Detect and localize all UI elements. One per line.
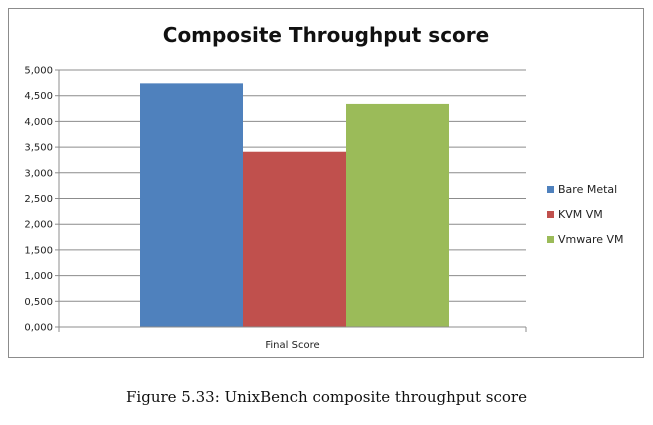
- y-tick-label: 5,000: [24, 66, 53, 77]
- legend-swatch-vmware-vm: [547, 236, 554, 243]
- y-tick-label: 4,500: [24, 91, 53, 102]
- x-category-label: Final Score: [265, 340, 319, 351]
- y-tick-label: 1,500: [24, 245, 53, 256]
- legend-item-bare-metal: Bare Metal: [547, 177, 624, 202]
- plot-area: 0,000 0,500 1,000 1,500 2,000 2,500 3,000 3,500…: [24, 66, 527, 351]
- y-tick-label: 2,500: [24, 194, 53, 205]
- chart-title: Composite Throughput score: [162, 23, 490, 47]
- y-tick-label: 1,000: [24, 271, 53, 282]
- legend-item-vmware-vm: Vmware VM: [547, 227, 624, 252]
- legend-label-kvm-vm: KVM VM: [558, 208, 603, 221]
- y-tick-label: 3,000: [24, 168, 53, 179]
- legend-item-kvm-vm: KVM VM: [547, 202, 624, 227]
- legend-label-vmware-vm: Vmware VM: [558, 233, 624, 246]
- legend-swatch-kvm-vm: [547, 211, 554, 218]
- legend: Bare Metal KVM VM Vmware VM: [547, 177, 624, 252]
- bar-vmware-vm: [346, 103, 449, 327]
- y-tick-label: 0,000: [24, 323, 53, 334]
- y-tick-label: 3,500: [24, 143, 53, 154]
- legend-label-bare-metal: Bare Metal: [558, 183, 618, 196]
- y-tick-label: 0,500: [24, 297, 53, 308]
- bar-bare-metal: [140, 83, 243, 327]
- figure-caption: Figure 5.33: UnixBench composite through…: [126, 388, 527, 406]
- y-tick-label: 4,000: [24, 117, 53, 128]
- chart-frame: Composite Throughput score 0,000 0,500 1,0…: [8, 8, 644, 358]
- y-tick-label: 2,000: [24, 220, 53, 231]
- bar-kvm-vm: [243, 151, 346, 327]
- legend-swatch-bare-metal: [547, 186, 554, 193]
